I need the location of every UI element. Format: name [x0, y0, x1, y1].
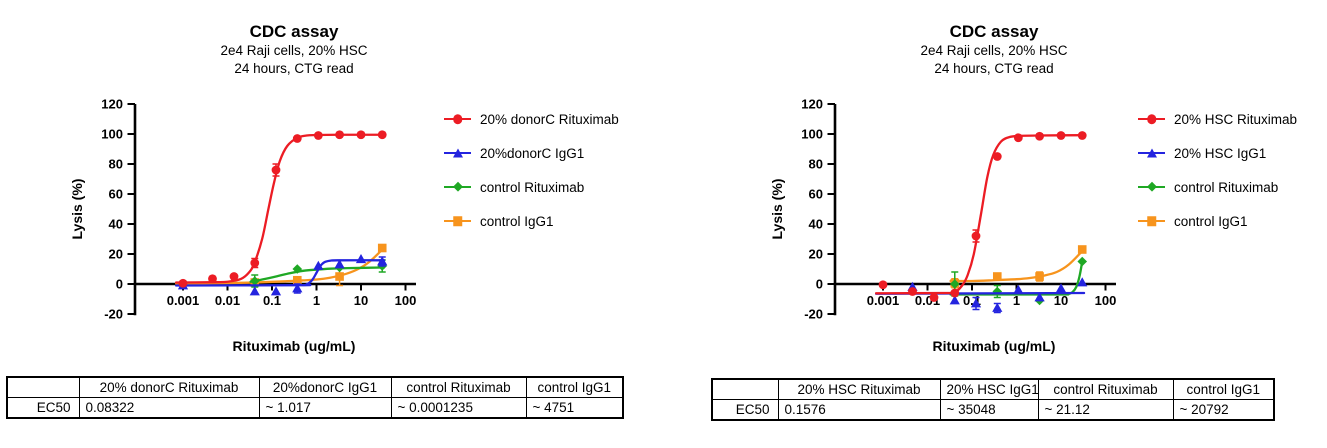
- table-cell: ~ 35048: [939, 399, 1039, 421]
- legend-label: control IgG1: [480, 213, 554, 229]
- chart-subtitle-line2: 24 hours, CTG read: [234, 60, 354, 76]
- svg-text:80: 80: [109, 157, 123, 172]
- legend-item: 20% HSC IgG1: [1138, 136, 1297, 170]
- chart-title: CDC assay: [949, 22, 1039, 41]
- svg-text:1: 1: [313, 293, 320, 308]
- svg-text:100: 100: [801, 127, 823, 142]
- table-cell: [6, 376, 80, 398]
- left-x-axis-label: Rituximab (ug/mL): [232, 338, 356, 354]
- legend-item: 20% HSC Rituximab: [1138, 102, 1297, 136]
- svg-text:100: 100: [101, 127, 123, 142]
- svg-text:120: 120: [101, 97, 123, 112]
- table-row: EC50 0.1576 ~ 35048 ~ 21.12 ~ 20792: [711, 399, 1275, 421]
- legend-label: control Rituximab: [1174, 179, 1279, 195]
- table-cell: 0.08322: [78, 397, 260, 419]
- svg-text:60: 60: [809, 187, 823, 202]
- legend-item: control Rituximab: [1138, 170, 1297, 204]
- chart-title: CDC assay: [249, 22, 339, 41]
- svg-text:0: 0: [816, 277, 823, 292]
- svg-text:40: 40: [809, 217, 823, 232]
- svg-text:40: 40: [109, 217, 123, 232]
- svg-text:100: 100: [395, 293, 417, 308]
- table-cell: ~ 4751: [525, 397, 624, 419]
- legend-label: 20%donorC IgG1: [480, 145, 585, 161]
- square-marker-icon: [1138, 215, 1165, 227]
- table-header-row: 20% donorC Rituximab 20%donorC IgG1 cont…: [6, 376, 624, 398]
- left-legend: 20% donorC Rituximab 20%donorC IgG1 cont…: [444, 102, 619, 238]
- table-cell: 20%donorC IgG1: [258, 376, 392, 398]
- circle-marker-icon: [1138, 113, 1165, 125]
- table-cell: 20% HSC Rituximab: [777, 378, 941, 400]
- legend-item: control Rituximab: [444, 170, 619, 204]
- right-chart-title-block: CDC assay 2e4 Raji cells, 20% HSC 24 hou…: [794, 22, 1194, 77]
- legend-label: control IgG1: [1174, 213, 1248, 229]
- svg-text:0.001: 0.001: [167, 293, 200, 308]
- table-cell: EC50: [6, 397, 80, 419]
- diamond-marker-icon: [444, 181, 471, 193]
- svg-text:0.01: 0.01: [215, 293, 240, 308]
- table-cell: control Rituximab: [390, 376, 527, 398]
- triangle-marker-icon: [444, 147, 471, 159]
- table-cell: 20% HSC IgG1: [939, 378, 1039, 400]
- legend-label: 20% HSC IgG1: [1174, 145, 1267, 161]
- table-cell: ~ 20792: [1172, 399, 1275, 421]
- table-cell: [711, 378, 779, 400]
- table-cell: ~ 1.017: [258, 397, 392, 419]
- svg-text:-20: -20: [804, 307, 823, 322]
- svg-text:20: 20: [809, 247, 823, 262]
- table-cell: ~ 0.0001235: [390, 397, 527, 419]
- circle-marker-icon: [444, 113, 471, 125]
- legend-label: 20% HSC Rituximab: [1174, 111, 1298, 127]
- square-marker-icon: [444, 215, 471, 227]
- svg-text:0: 0: [116, 277, 123, 292]
- svg-text:1: 1: [1013, 293, 1020, 308]
- svg-text:-20: -20: [104, 307, 123, 322]
- table-cell: 0.1576: [777, 399, 941, 421]
- svg-text:80: 80: [809, 157, 823, 172]
- table-header-row: 20% HSC Rituximab 20% HSC IgG1 control R…: [711, 378, 1275, 400]
- right-ec50-table: 20% HSC Rituximab 20% HSC IgG1 control R…: [711, 378, 1275, 421]
- legend-item: control IgG1: [444, 204, 619, 238]
- left-chart-plot: 120 100 80 60 40 20 0 -20 0.001 0.01 0.1 1 10 100: [101, 97, 417, 322]
- left-ec50-table: 20% donorC Rituximab 20%donorC IgG1 cont…: [6, 376, 624, 419]
- chart-subtitle-line1: 2e4 Raji cells, 20% HSC: [220, 43, 368, 59]
- legend-item: control IgG1: [1138, 204, 1297, 238]
- svg-text:20: 20: [109, 247, 123, 262]
- table-cell: control Rituximab: [1037, 378, 1174, 400]
- svg-text:10: 10: [354, 293, 368, 308]
- table-cell: 20% donorC Rituximab: [78, 376, 260, 398]
- legend-label: control Rituximab: [480, 179, 585, 195]
- triangle-marker-icon: [1138, 147, 1165, 159]
- legend-label: 20% donorC Rituximab: [480, 111, 619, 127]
- left-chart-title-block: CDC assay 2e4 Raji cells, 20% HSC 24 hou…: [94, 22, 494, 77]
- right-legend: 20% HSC Rituximab 20% HSC IgG1 control R…: [1138, 102, 1297, 238]
- diamond-marker-icon: [1138, 181, 1165, 193]
- table-cell: control IgG1: [1172, 378, 1275, 400]
- chart-subtitle-line2: 24 hours, CTG read: [934, 60, 1054, 76]
- svg-text:120: 120: [801, 97, 823, 112]
- right-x-axis-label: Rituximab (ug/mL): [932, 338, 1056, 354]
- table-row: EC50 0.08322 ~ 1.017 ~ 0.0001235 ~ 4751: [6, 397, 624, 419]
- table-cell: control IgG1: [525, 376, 624, 398]
- table-cell: EC50: [711, 399, 779, 421]
- svg-text:100: 100: [1095, 293, 1117, 308]
- svg-text:10: 10: [1054, 293, 1068, 308]
- svg-text:0.1: 0.1: [263, 293, 281, 308]
- svg-text:60: 60: [109, 187, 123, 202]
- chart-subtitle-line1: 2e4 Raji cells, 20% HSC: [920, 43, 1068, 59]
- table-cell: ~ 21.12: [1037, 399, 1174, 421]
- legend-item: 20% donorC Rituximab: [444, 102, 619, 136]
- svg-text:0.001: 0.001: [867, 293, 900, 308]
- legend-item: 20%donorC IgG1: [444, 136, 619, 170]
